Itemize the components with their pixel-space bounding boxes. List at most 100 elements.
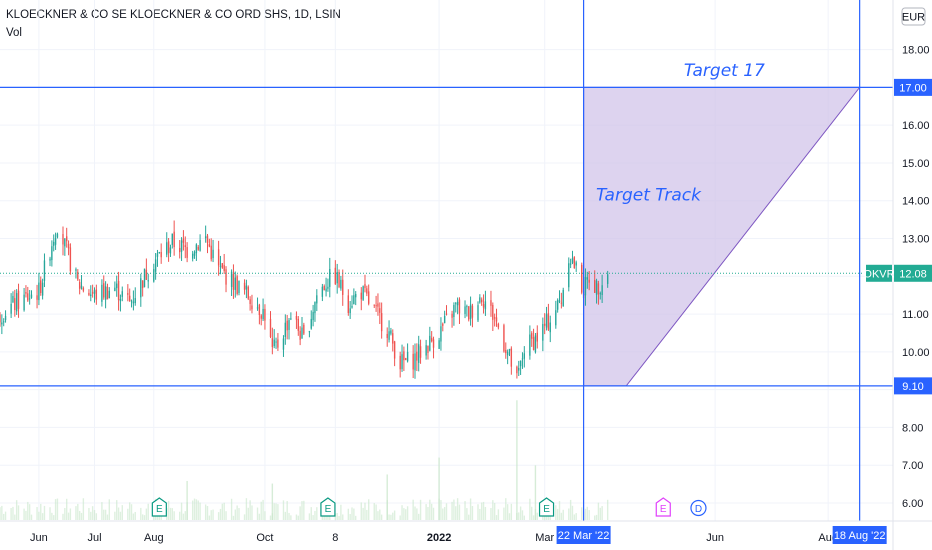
candle[interactable] — [338, 269, 340, 289]
candle[interactable] — [82, 286, 85, 293]
candle[interactable] — [264, 304, 266, 330]
candle[interactable] — [180, 237, 183, 261]
time-axis[interactable]: Jun Jul Aug Oct 8 2022 Mar Jun Aug — [0, 520, 932, 544]
candle[interactable] — [406, 343, 409, 363]
candle[interactable] — [547, 303, 550, 332]
candle[interactable] — [581, 262, 583, 295]
candle[interactable] — [290, 312, 292, 321]
candle[interactable] — [67, 240, 70, 256]
candle[interactable] — [392, 329, 394, 352]
candle[interactable] — [17, 283, 20, 318]
candle[interactable] — [471, 303, 474, 328]
candle[interactable] — [166, 232, 168, 258]
candle[interactable] — [516, 365, 518, 379]
candle[interactable] — [425, 339, 427, 360]
candle[interactable] — [362, 285, 364, 301]
candle[interactable] — [197, 245, 199, 251]
candle[interactable] — [308, 330, 311, 338]
candle[interactable] — [297, 316, 299, 336]
candle[interactable] — [419, 339, 422, 364]
candle[interactable] — [479, 294, 481, 304]
candle[interactable] — [351, 295, 353, 309]
candle[interactable] — [367, 284, 370, 306]
candle[interactable] — [234, 271, 236, 298]
candle[interactable] — [601, 274, 603, 303]
candle[interactable] — [529, 325, 531, 360]
candle[interactable] — [562, 287, 564, 307]
candle[interactable] — [282, 335, 285, 357]
candle[interactable] — [584, 268, 587, 306]
candle[interactable] — [51, 240, 53, 267]
candle[interactable] — [505, 342, 507, 359]
candle[interactable] — [373, 304, 375, 309]
candle[interactable] — [323, 284, 325, 291]
candle[interactable] — [393, 340, 396, 367]
candle[interactable] — [388, 320, 390, 343]
candle[interactable] — [405, 357, 407, 361]
target-zone[interactable] — [583, 86, 861, 387]
candle[interactable] — [288, 318, 290, 340]
candle[interactable] — [179, 239, 181, 259]
candle[interactable] — [518, 360, 520, 377]
candle[interactable] — [40, 276, 42, 296]
candle[interactable] — [569, 258, 572, 269]
candle[interactable] — [130, 299, 133, 308]
candle[interactable] — [299, 326, 301, 346]
candle[interactable] — [127, 284, 129, 302]
candle[interactable] — [543, 313, 546, 335]
candle[interactable] — [193, 250, 196, 259]
candle[interactable] — [169, 244, 172, 257]
candle[interactable] — [534, 332, 537, 354]
candle[interactable] — [195, 243, 198, 261]
candle[interactable] — [451, 310, 453, 328]
candle[interactable] — [484, 290, 487, 316]
candle[interactable] — [573, 256, 576, 269]
candle[interactable] — [555, 300, 557, 329]
candle[interactable] — [28, 289, 31, 305]
candle[interactable] — [456, 297, 459, 315]
candle[interactable] — [545, 306, 548, 331]
candle[interactable] — [173, 220, 175, 256]
candle[interactable] — [542, 317, 544, 352]
candle[interactable] — [90, 285, 92, 302]
earnings-marker[interactable]: E — [320, 497, 336, 517]
candle[interactable] — [1, 314, 3, 335]
candle[interactable] — [91, 284, 94, 298]
candle[interactable] — [438, 337, 440, 349]
candle[interactable] — [466, 304, 468, 317]
candle[interactable] — [80, 275, 83, 290]
candle[interactable] — [38, 272, 40, 306]
candle[interactable] — [77, 269, 79, 281]
candle[interactable] — [286, 314, 288, 340]
earnings-marker[interactable]: E — [151, 497, 167, 517]
candle[interactable] — [599, 291, 601, 300]
candle[interactable] — [403, 346, 405, 371]
candle[interactable] — [56, 232, 59, 239]
candle[interactable] — [606, 270, 609, 288]
dividend-marker[interactable]: D — [690, 499, 707, 517]
candle[interactable] — [204, 225, 207, 243]
candle[interactable] — [379, 302, 381, 325]
candle[interactable] — [271, 327, 274, 355]
candle[interactable] — [23, 288, 25, 312]
candle[interactable] — [221, 263, 224, 269]
candle[interactable] — [521, 352, 524, 369]
candle[interactable] — [349, 300, 351, 319]
candle[interactable] — [455, 301, 457, 313]
candle[interactable] — [134, 287, 136, 306]
candle[interactable] — [523, 346, 526, 368]
candle[interactable] — [558, 290, 561, 304]
candle[interactable] — [101, 279, 103, 307]
candle[interactable] — [314, 301, 316, 322]
candle[interactable] — [256, 297, 259, 311]
candle[interactable] — [508, 348, 511, 357]
candle[interactable] — [88, 289, 90, 297]
candle[interactable] — [15, 289, 18, 315]
candle[interactable] — [167, 237, 170, 262]
candle[interactable] — [336, 263, 338, 294]
candle[interactable] — [49, 256, 51, 267]
candle[interactable] — [418, 335, 420, 372]
candle[interactable] — [347, 289, 350, 316]
candle[interactable] — [386, 327, 388, 347]
